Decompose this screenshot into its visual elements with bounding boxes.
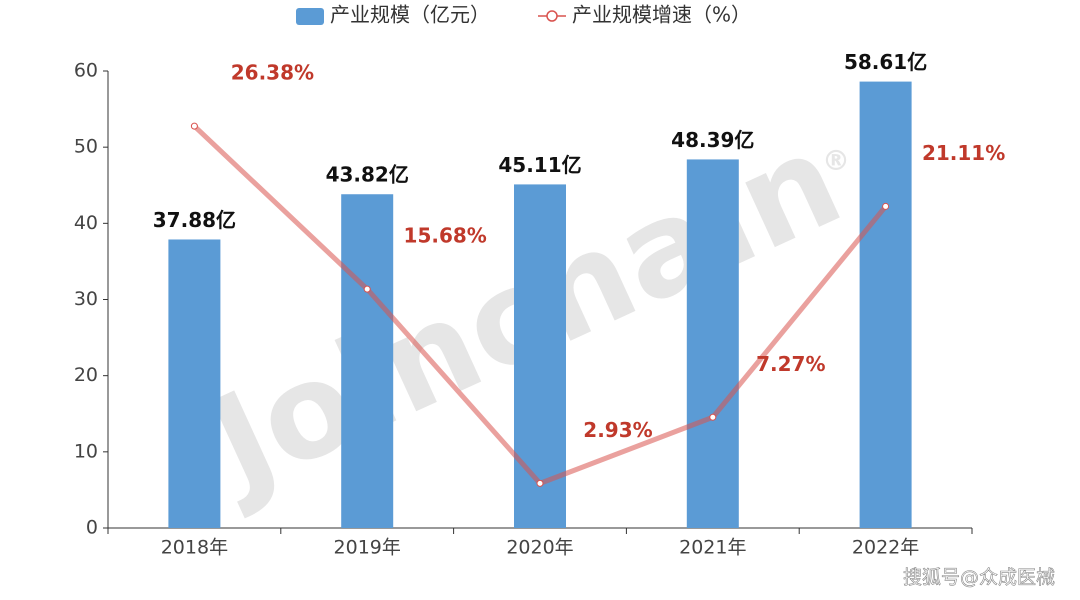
x-tick-label: 2021年 [679, 537, 746, 559]
y-tick-label: 10 [74, 440, 98, 462]
legend-label: 产业规模增速（%） [572, 3, 751, 27]
y-tick-label: 60 [74, 60, 98, 82]
x-tick-label: 2020年 [506, 537, 573, 559]
legend-label: 产业规模（亿元） [330, 3, 490, 27]
x-tick-label: 2022年 [852, 537, 919, 559]
bar [859, 81, 912, 529]
y-tick-label: 20 [74, 364, 98, 386]
line-point [882, 202, 890, 210]
line-value-label: 2.93% [583, 418, 652, 442]
bar [686, 159, 739, 528]
x-tick-label: 2019年 [334, 537, 401, 559]
bar [514, 184, 566, 528]
bar-value-label: 37.88亿 [153, 208, 236, 232]
y-tick-label: 50 [74, 136, 98, 158]
source-watermark: 搜狐号@众成医械 [903, 567, 1055, 589]
bar [341, 194, 394, 528]
line-point [536, 479, 544, 487]
legend-marker [546, 10, 558, 22]
line-value-label: 26.38% [231, 61, 314, 85]
y-tick-label: 40 [74, 212, 98, 234]
y-tick-label: 0 [86, 517, 98, 539]
bar-value-label: 43.82亿 [326, 163, 409, 187]
line-value-label: 15.68% [404, 224, 487, 248]
line-point [190, 122, 198, 130]
legend-swatch [296, 8, 324, 25]
bar-value-label: 58.61亿 [844, 50, 927, 74]
line-point [363, 285, 371, 293]
x-tick-label: 2018年 [161, 537, 228, 559]
line-point [709, 413, 717, 421]
line-value-label: 21.11% [922, 141, 1005, 165]
line-value-label: 7.27% [756, 352, 825, 376]
bar-value-label: 45.11亿 [498, 153, 581, 177]
y-tick-label: 30 [74, 288, 98, 310]
bar-value-label: 48.39亿 [671, 128, 754, 152]
bar [168, 239, 221, 529]
watermark-mark: ® [822, 144, 850, 177]
